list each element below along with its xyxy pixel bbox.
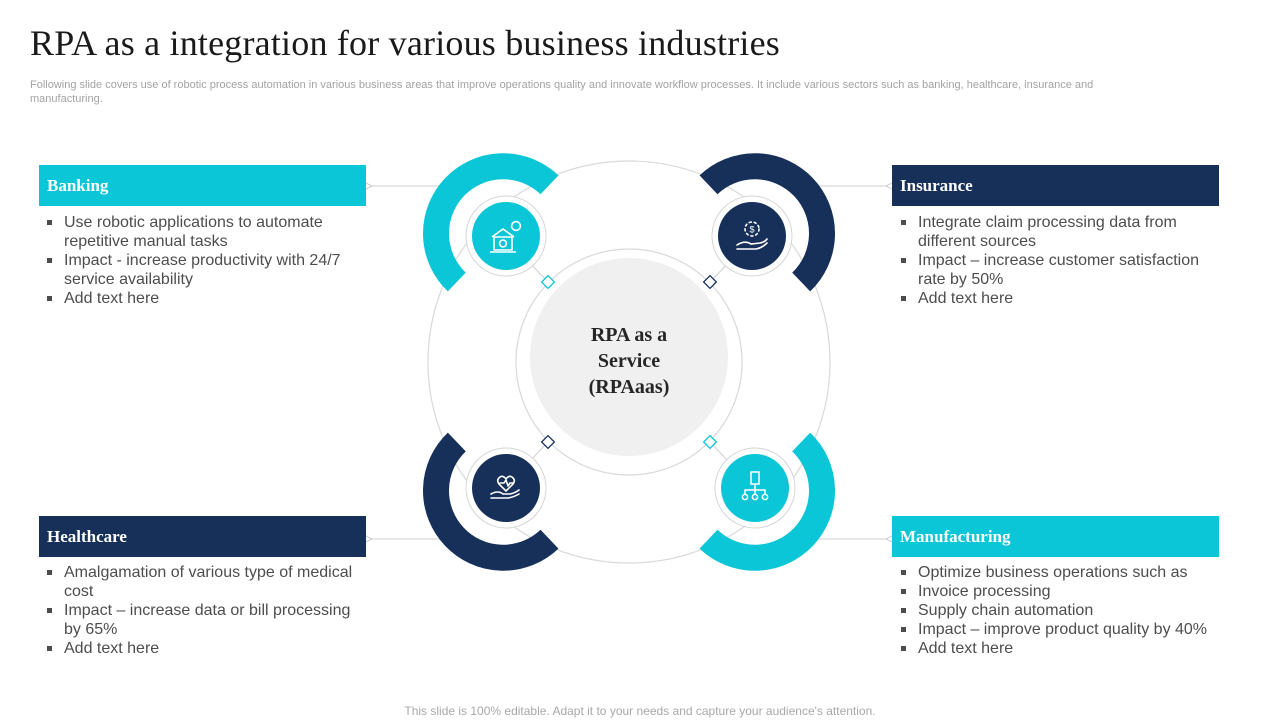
healthcare-diamond — [540, 434, 556, 450]
healthcare-header: Healthcare — [39, 516, 366, 557]
manufacturing-node — [699, 432, 835, 571]
inner-ring — [515, 248, 743, 476]
healthcare-node — [423, 432, 559, 571]
list-item: Add text here — [893, 289, 1223, 308]
manufacturing-header: Manufacturing — [892, 516, 1219, 557]
center-label: RPA as a Service (RPAaas) — [530, 322, 728, 400]
center-label-line: Service — [597, 350, 661, 372]
list-item: Invoice processing — [893, 582, 1233, 601]
insurance-node: $ — [699, 153, 835, 292]
list-item: Impact - increase productivity with 24/7… — [39, 251, 359, 289]
slide-subtitle: Following slide covers use of robotic pr… — [30, 79, 1094, 105]
svg-text:$: $ — [749, 225, 754, 235]
health-hand-icon — [490, 475, 520, 499]
manufacturing-bullet-list: Optimize business operations such as Inv… — [893, 563, 1233, 658]
slide-title: RPA as a integration for various busines… — [30, 23, 781, 63]
list-item: Add text here — [39, 639, 359, 658]
list-item: Use robotic applications to automate rep… — [39, 213, 359, 251]
banking-diamond — [540, 274, 556, 290]
slide-footer: This slide is 100% editable. Adapt it to… — [404, 704, 876, 718]
list-item: Add text here — [39, 289, 359, 308]
center-disc — [530, 258, 728, 456]
list-item: Impact – increase data or bill processin… — [39, 601, 359, 639]
banking-header: Banking — [39, 165, 366, 206]
manufacturing-diamond — [702, 434, 718, 450]
banking-node — [423, 153, 559, 292]
factory-network-icon — [741, 471, 769, 501]
list-item: Impact – improve product quality by 40% — [893, 620, 1233, 639]
banking-bullet-list: Use robotic applications to automate rep… — [39, 213, 359, 308]
list-item: Optimize business operations such as — [893, 563, 1233, 582]
healthcare-bullet-list: Amalgamation of various type of medical … — [39, 563, 359, 658]
list-item: Impact – increase customer satisfaction … — [893, 251, 1223, 289]
center-label-line: RPA as a — [590, 324, 668, 346]
insurance-header: Insurance — [892, 165, 1219, 206]
list-item: Supply chain automation — [893, 601, 1233, 620]
money-hand-icon — [736, 221, 768, 250]
insurance-bullet-list: Integrate claim processing data from dif… — [893, 213, 1223, 308]
list-item: Amalgamation of various type of medical … — [39, 563, 359, 601]
insurance-diamond — [702, 274, 718, 290]
outer-ring — [427, 160, 831, 564]
center-label-line: (RPAaas) — [588, 376, 670, 398]
list-item: Integrate claim processing data from dif… — [893, 213, 1223, 251]
bank-icon — [490, 220, 522, 253]
list-item: Add text here — [893, 639, 1233, 658]
